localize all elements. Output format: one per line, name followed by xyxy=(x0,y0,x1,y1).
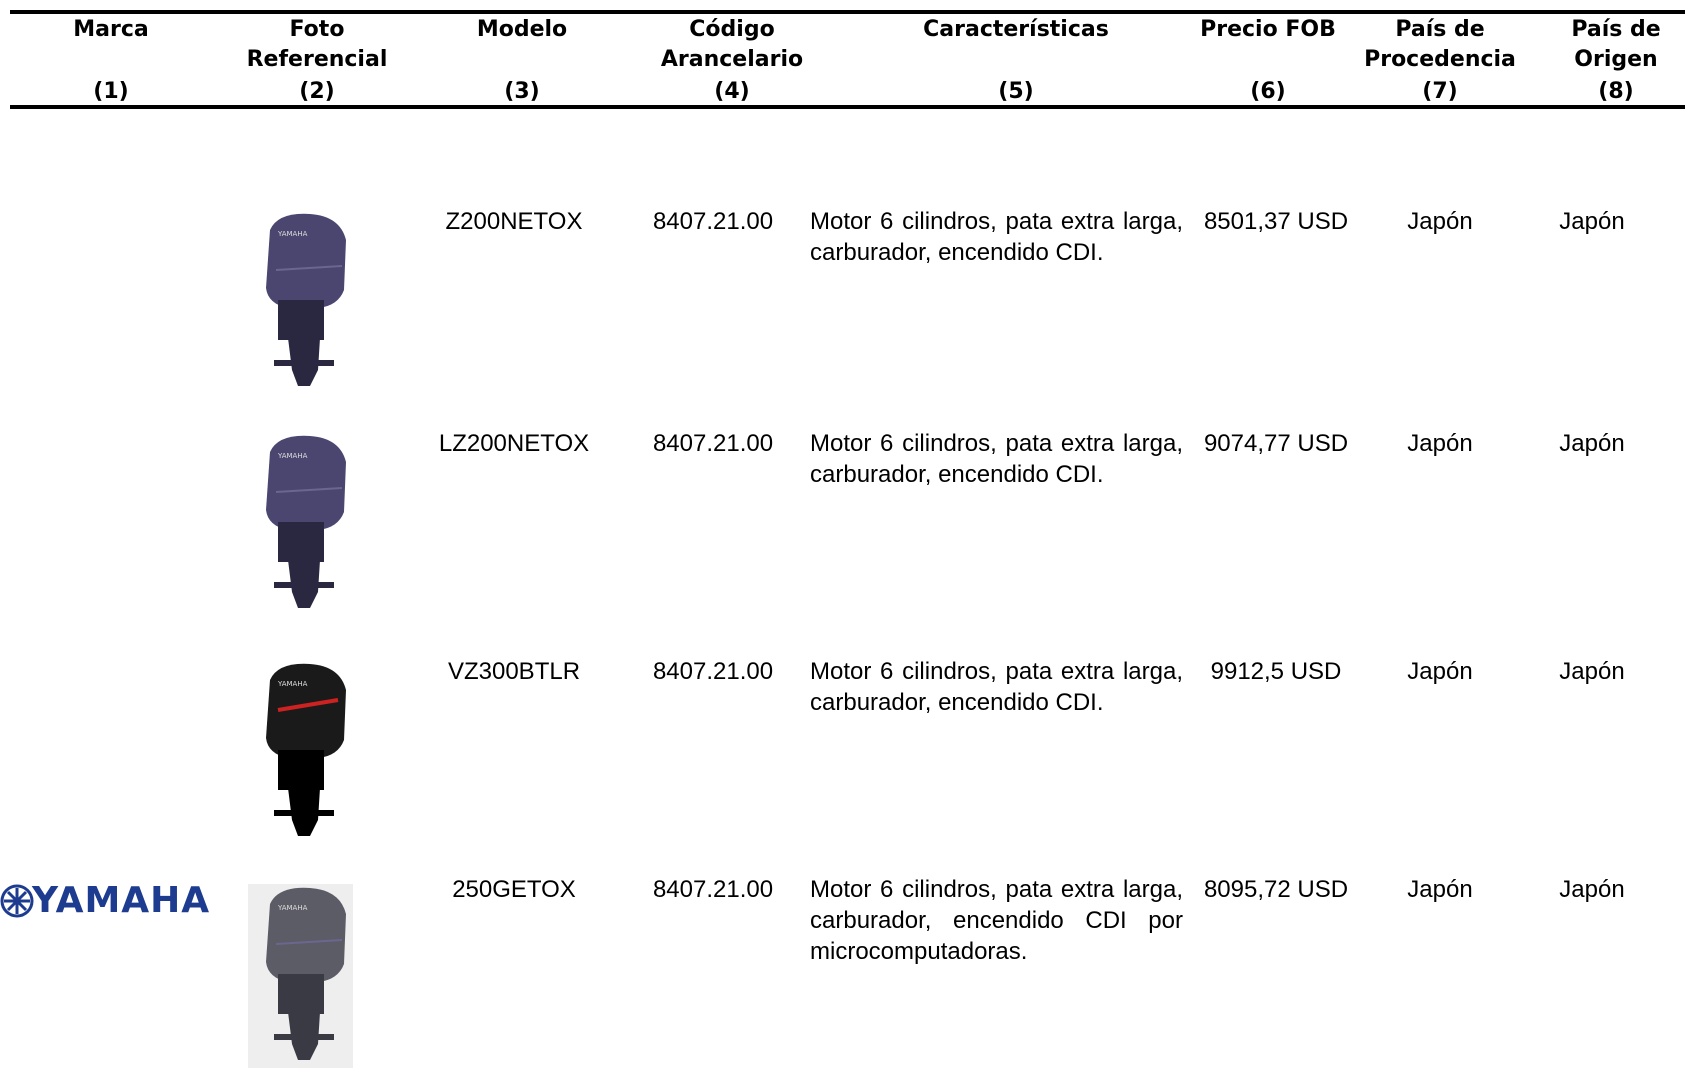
origin-country: Japón xyxy=(1559,876,1625,903)
characteristics: Motor 6 cilindros, pata extra larga, car… xyxy=(810,876,1183,965)
provenance-country: Japón xyxy=(1407,876,1473,903)
column-title: Código xyxy=(689,17,775,42)
column-number: (4) xyxy=(714,79,750,104)
svg-text:YAMAHA: YAMAHA xyxy=(277,904,308,912)
column-number: (5) xyxy=(998,79,1034,104)
fob-price: 9912,5 USD xyxy=(1210,658,1342,685)
characteristics: Motor 6 cilindros, pata extra larga, car… xyxy=(810,208,1183,266)
tariff-code: 8407.21.00 xyxy=(652,658,774,685)
column-number: (6) xyxy=(1250,79,1286,104)
column-title: Modelo xyxy=(476,17,568,42)
origin-country: Japón xyxy=(1559,430,1625,457)
column-number: (2) xyxy=(299,79,335,104)
column-title: Arancelario xyxy=(660,47,804,72)
model: VZ300BTLR xyxy=(447,658,581,685)
characteristics: Motor 6 cilindros, pata extra larga, car… xyxy=(810,658,1183,716)
fob-price: 8095,72 USD xyxy=(1203,876,1349,903)
brand-emblem xyxy=(0,884,34,918)
column-title: Marca xyxy=(73,17,149,42)
provenance-country: Japón xyxy=(1407,430,1473,457)
svg-text:YAMAHA: YAMAHA xyxy=(277,452,308,460)
fob-price: 9074,77 USD xyxy=(1203,430,1349,457)
origin-country: Japón xyxy=(1559,208,1625,235)
column-title: Precio FOB xyxy=(1200,17,1336,42)
column-number: (3) xyxy=(504,79,540,104)
column-number: (7) xyxy=(1422,79,1458,104)
fob-price: 8501,37 USD xyxy=(1203,208,1349,235)
characteristics: Motor 6 cilindros, pata extra larga, car… xyxy=(810,430,1183,488)
column-number: (1) xyxy=(93,79,129,104)
top-rule xyxy=(10,10,1685,14)
column-title: País de xyxy=(1395,17,1485,42)
model: LZ200NETOX xyxy=(438,430,590,457)
model: 250GETOX xyxy=(452,876,576,903)
column-title: Foto xyxy=(289,17,345,42)
provenance-country: Japón xyxy=(1407,658,1473,685)
tariff-code: 8407.21.00 xyxy=(652,208,774,235)
column-title: País de xyxy=(1571,17,1661,42)
svg-text:YAMAHA: YAMAHA xyxy=(277,680,308,688)
column-title: Características xyxy=(923,17,1109,42)
svg-text:YAMAHA: YAMAHA xyxy=(277,230,308,238)
column-number: (8) xyxy=(1598,79,1634,104)
header-rule xyxy=(10,105,1685,109)
column-title: Procedencia xyxy=(1364,47,1516,72)
column-title: Origen xyxy=(1574,47,1658,72)
brand-logo: YAMAHA xyxy=(32,880,211,921)
model: Z200NETOX xyxy=(445,208,583,235)
tariff-code: 8407.21.00 xyxy=(652,876,774,903)
product-photo: YAMAHA xyxy=(266,213,346,386)
product-photo: YAMAHA xyxy=(248,884,353,1068)
column-title: Referencial xyxy=(246,47,388,72)
provenance-country: Japón xyxy=(1407,208,1473,235)
product-photo: YAMAHA xyxy=(266,663,346,836)
tariff-code: 8407.21.00 xyxy=(652,430,774,457)
product-photo: YAMAHA xyxy=(266,435,346,608)
origin-country: Japón xyxy=(1559,658,1625,685)
